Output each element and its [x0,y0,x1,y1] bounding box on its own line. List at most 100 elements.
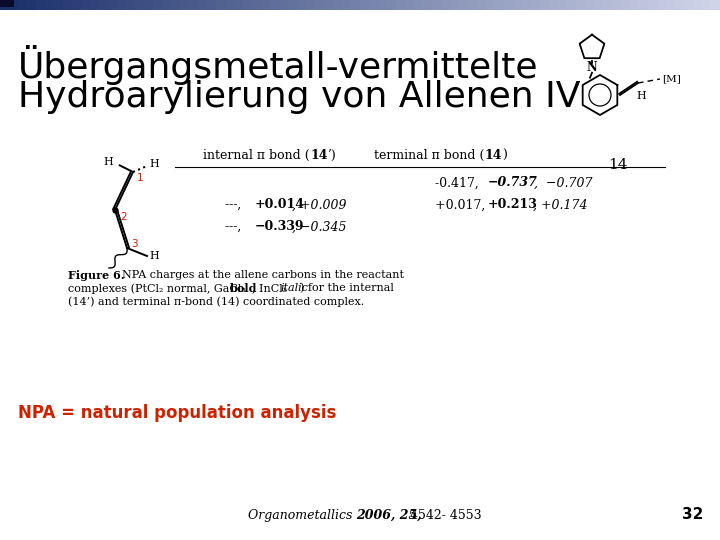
Bar [513,0,523,10]
Text: ,  −0.707: , −0.707 [534,177,593,190]
Text: Hydroarylierung von Allenen IV: Hydroarylierung von Allenen IV [18,80,580,114]
Bar [558,0,568,10]
Bar [468,0,478,10]
Text: -0.417,: -0.417, [435,177,487,190]
Bar [252,0,262,10]
Text: 2006, 25,: 2006, 25, [356,509,422,522]
Bar [504,0,514,10]
Text: bold: bold [230,283,258,294]
Bar [234,0,244,10]
Bar [270,0,280,10]
Bar [531,0,541,10]
Text: ---,: ---, [225,220,246,233]
Bar [423,0,433,10]
Bar [297,0,307,10]
Bar [585,0,595,10]
Bar [666,0,676,10]
Bar [702,0,712,10]
Bar [18,0,28,10]
Text: H: H [149,159,158,169]
Bar [621,0,631,10]
Bar [9,0,19,10]
Bar [144,0,154,10]
Bar [612,0,622,10]
Text: 4542- 4553: 4542- 4553 [406,509,482,522]
Bar [693,0,703,10]
Bar [630,0,640,10]
Bar [306,0,316,10]
Bar [27,0,37,10]
Text: , +0.009: , +0.009 [292,199,346,212]
Bar [369,0,379,10]
Bar [207,0,217,10]
Bar [243,0,253,10]
Text: Organometallics: Organometallics [248,509,356,522]
Bar [405,0,415,10]
Bar [279,0,289,10]
Text: Übergangsmetall-vermittelte: Übergangsmetall-vermittelte [18,45,539,85]
Bar [675,0,685,10]
Text: ) for the internal: ) for the internal [300,283,394,293]
Bar [135,0,145,10]
Text: internal π bond (: internal π bond ( [203,149,310,162]
Text: ---,: ---, [225,199,246,212]
Bar [540,0,550,10]
Bar [450,0,460,10]
Text: −0.339: −0.339 [255,220,305,233]
Bar [0,0,14,7]
Bar [90,0,100,10]
Bar [486,0,496,10]
Bar [351,0,361,10]
Text: [M]: [M] [662,75,681,84]
Bar [126,0,136,10]
Bar [594,0,604,10]
Bar [315,0,325,10]
Text: italic: italic [280,283,308,293]
Bar [108,0,118,10]
Bar [639,0,649,10]
Bar [684,0,694,10]
Text: terminal π bond (: terminal π bond ( [374,149,485,162]
Bar [459,0,469,10]
Bar [549,0,559,10]
Text: H: H [149,251,158,261]
Bar [648,0,658,10]
Bar [63,0,73,10]
Bar [603,0,613,10]
Text: 14: 14 [485,149,503,162]
Text: H: H [103,157,113,167]
Text: +0.017,: +0.017, [435,199,490,212]
Bar [333,0,343,10]
Text: (14’) and terminal π-bond (14) coordinated complex.: (14’) and terminal π-bond (14) coordinat… [68,296,364,307]
Bar [711,0,720,10]
Text: Figure 6.: Figure 6. [68,270,125,281]
Bar [189,0,199,10]
Text: H: H [636,91,646,101]
Text: +0.014: +0.014 [255,199,305,212]
Bar [117,0,127,10]
Bar [360,0,370,10]
Bar [432,0,442,10]
Bar [162,0,172,10]
Text: 2: 2 [120,212,127,222]
Bar [522,0,532,10]
Bar [441,0,451,10]
Bar [414,0,424,10]
Text: , −0.345: , −0.345 [292,220,346,233]
Text: N: N [587,61,598,74]
Text: 3: 3 [131,239,138,249]
Bar [387,0,397,10]
Bar [99,0,109,10]
Bar [225,0,235,10]
Bar [378,0,388,10]
Bar [477,0,487,10]
Bar [54,0,64,10]
Bar [261,0,271,10]
Bar [342,0,352,10]
Bar [396,0,406,10]
Bar [36,0,46,10]
Bar [45,0,55,10]
Bar [171,0,181,10]
Text: −0.737: −0.737 [488,177,538,190]
Text: ): ) [502,149,507,162]
